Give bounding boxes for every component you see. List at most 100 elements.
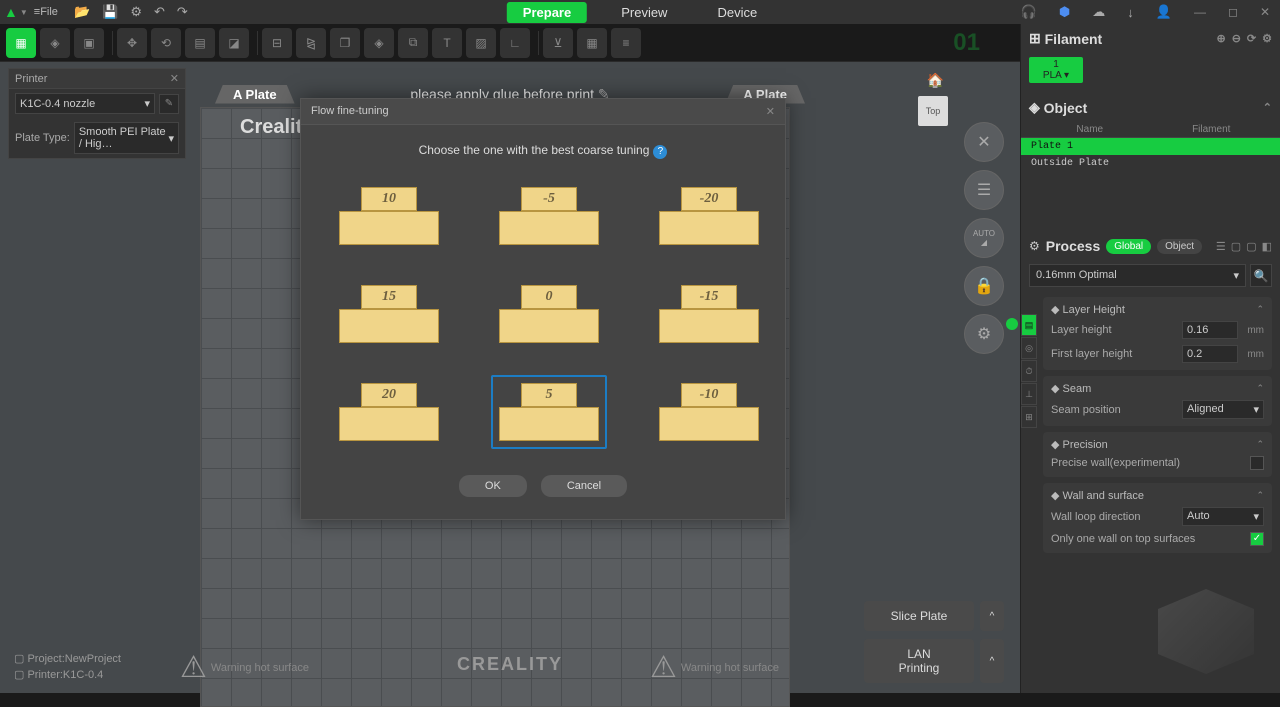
tool-measure[interactable]: ▨ xyxy=(466,28,496,58)
tab-preview[interactable]: Preview xyxy=(605,2,683,23)
proc-tab-quality[interactable]: ▤ xyxy=(1021,314,1037,336)
plate-list-button[interactable]: ☰ xyxy=(964,170,1004,210)
view-top-button[interactable]: Top xyxy=(918,96,948,126)
lock-button[interactable]: 🔒 xyxy=(964,266,1004,306)
proc-icon-1[interactable]: ☰ xyxy=(1216,240,1226,253)
flow-tile-5[interactable]: 5 xyxy=(491,375,607,449)
proc-icon-4[interactable]: ◧ xyxy=(1262,240,1272,253)
tool-rotate[interactable]: ⟲ xyxy=(151,28,181,58)
flow-tile-20[interactable]: 20 xyxy=(331,375,447,449)
open-icon[interactable]: 📂 xyxy=(74,4,90,20)
filament-settings-icon[interactable]: ⚙ xyxy=(1262,32,1272,45)
plate-type-select[interactable]: Smooth PEI Plate / Hig…▾ xyxy=(74,122,179,154)
flow-tile-0[interactable]: 0 xyxy=(491,277,607,351)
proc-tab-other[interactable]: ⊞ xyxy=(1021,406,1037,428)
flow-tile--10[interactable]: -10 xyxy=(651,375,767,449)
proc-tab-speed[interactable]: ⏱ xyxy=(1021,360,1037,382)
setting-checkbox[interactable] xyxy=(1250,532,1264,546)
filament-1-badge[interactable]: 1PLA ▾ xyxy=(1029,57,1083,83)
proc-icon-3[interactable]: ▢ xyxy=(1246,240,1256,253)
scope-object[interactable]: Object xyxy=(1157,239,1202,254)
setting-input[interactable]: 0.2 xyxy=(1182,345,1238,363)
tool-move[interactable]: ✥ xyxy=(117,28,147,58)
setting-group-header[interactable]: ◆ Seam⌃ xyxy=(1051,380,1264,397)
dialog-title: Flow fine-tuning xyxy=(311,105,389,118)
object-row[interactable]: Outside Plate xyxy=(1021,155,1280,172)
setting-group-header[interactable]: ◆ Wall and surface⌃ xyxy=(1051,487,1264,504)
flow-tile--15[interactable]: -15 xyxy=(651,277,767,351)
flow-tile--5[interactable]: -5 xyxy=(491,179,607,253)
proc-tab-support[interactable]: ⊥ xyxy=(1021,383,1037,405)
warn-right: ⚠Warning hot surface xyxy=(650,650,779,685)
close-plate-button[interactable]: ✕ xyxy=(964,122,1004,162)
window-max[interactable]: ◻ xyxy=(1222,5,1244,19)
setting-input[interactable]: 0.16 xyxy=(1182,321,1238,339)
tool-mesh[interactable]: ◈ xyxy=(364,28,394,58)
add-filament-icon[interactable]: ⊕ xyxy=(1216,32,1225,45)
app-logo: ▲ xyxy=(4,4,18,20)
download-icon[interactable]: ↓ xyxy=(1127,5,1134,20)
tool-arrange[interactable]: ▦ xyxy=(577,28,607,58)
ok-button[interactable]: OK xyxy=(459,475,527,497)
remove-filament-icon[interactable]: ⊖ xyxy=(1232,32,1241,45)
tool-cube[interactable]: ◈ xyxy=(40,28,70,58)
auto-arrange-button[interactable]: AUTO◢ xyxy=(964,218,1004,258)
redo-icon[interactable]: ↷ xyxy=(177,4,188,20)
cloud-icon[interactable]: ☁ xyxy=(1092,4,1105,20)
setting-group-header[interactable]: ◆ Layer Height⌃ xyxy=(1051,301,1264,318)
dialog-close-icon[interactable]: ✕ xyxy=(766,105,775,118)
tool-face[interactable]: ◪ xyxy=(219,28,249,58)
edit-printer-button[interactable]: ✎ xyxy=(159,94,179,114)
sync-filament-icon[interactable]: ⟳ xyxy=(1247,32,1256,45)
process-preset-select[interactable]: 0.16mm Optimal▾ xyxy=(1029,264,1246,287)
help-icon[interactable]: ? xyxy=(653,145,667,159)
support-icon[interactable]: 🎧 xyxy=(1021,4,1037,20)
window-close[interactable]: ✕ xyxy=(1254,5,1276,19)
setting-select[interactable]: Auto▾ xyxy=(1182,507,1264,526)
tool-mirror[interactable]: ⧎ xyxy=(296,28,326,58)
search-button[interactable]: 🔍 xyxy=(1250,264,1272,287)
setting-label: Seam position xyxy=(1051,404,1182,416)
print-more-button[interactable]: ^ xyxy=(980,639,1004,683)
flow-tile-10[interactable]: 10 xyxy=(331,179,447,253)
window-min[interactable]: — xyxy=(1188,5,1212,19)
add-cube-button[interactable]: ▦ xyxy=(6,28,36,58)
logo-dropdown[interactable]: ▼ xyxy=(20,8,28,17)
tool-split[interactable]: ⊟ xyxy=(262,28,292,58)
setting-group-header[interactable]: ◆ Precision⌃ xyxy=(1051,436,1264,453)
tool-cut[interactable]: ▣ xyxy=(74,28,104,58)
tool-scale[interactable]: ▤ xyxy=(185,28,215,58)
scope-global[interactable]: Global xyxy=(1106,239,1151,254)
tab-device[interactable]: Device xyxy=(701,2,773,23)
slice-more-button[interactable]: ^ xyxy=(980,601,1004,631)
tool-support[interactable]: ⊻ xyxy=(543,28,573,58)
close-printer-panel[interactable]: ✕ xyxy=(170,72,179,85)
setting-checkbox[interactable] xyxy=(1250,456,1264,470)
user-icon[interactable]: 👤 xyxy=(1156,4,1172,20)
tool-list[interactable]: ≡ xyxy=(611,28,641,58)
plate-settings-button[interactable]: ⚙ xyxy=(964,314,1004,354)
save-icon[interactable]: 💾 xyxy=(102,4,118,20)
proc-tab-strength[interactable]: ◎ xyxy=(1021,337,1037,359)
shield-icon[interactable]: ⬢ xyxy=(1059,4,1070,20)
object-row[interactable]: Plate 1 xyxy=(1021,138,1280,155)
tool-boolean[interactable]: ⧉ xyxy=(398,28,428,58)
cancel-button[interactable]: Cancel xyxy=(541,475,627,497)
proc-icon-2[interactable]: ▢ xyxy=(1231,240,1241,253)
plate-tab-left[interactable]: A Plate xyxy=(215,85,295,104)
flow-tile--20[interactable]: -20 xyxy=(651,179,767,253)
tool-ruler[interactable]: ∟ xyxy=(500,28,530,58)
file-menu[interactable]: ≡File xyxy=(34,6,58,18)
undo-icon[interactable]: ↶ xyxy=(154,4,165,20)
tab-prepare[interactable]: Prepare xyxy=(507,2,587,23)
settings-icon[interactable]: ⚙ xyxy=(130,4,142,20)
slice-button[interactable]: Slice Plate xyxy=(864,601,974,631)
setting-select[interactable]: Aligned▾ xyxy=(1182,400,1264,419)
collapse-object-icon[interactable]: ⌃ xyxy=(1263,101,1272,114)
tool-copy[interactable]: ❐ xyxy=(330,28,360,58)
printer-select[interactable]: K1C-0.4 nozzle▾ xyxy=(15,93,155,114)
home-icon[interactable]: 🏠 xyxy=(927,72,944,89)
flow-tile-15[interactable]: 15 xyxy=(331,277,447,351)
tool-text[interactable]: T xyxy=(432,28,462,58)
lan-print-button[interactable]: LAN Printing xyxy=(864,639,974,683)
